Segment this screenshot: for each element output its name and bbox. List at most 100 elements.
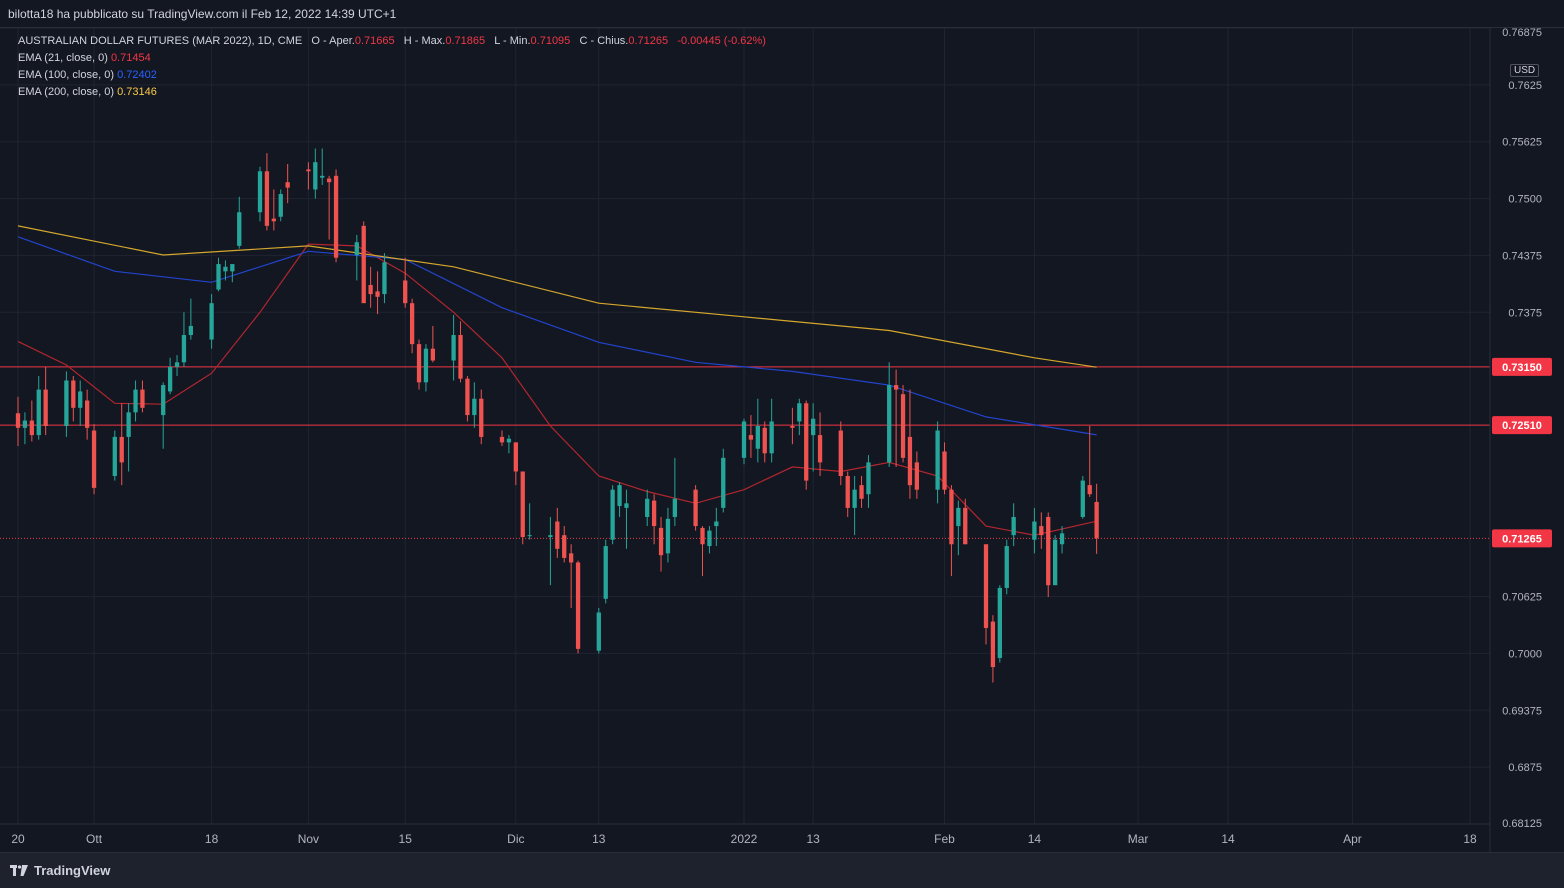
ema100-label: EMA (100, close, 0) <box>18 69 114 81</box>
candle-body <box>465 378 470 416</box>
candle-body <box>313 162 318 190</box>
candle-body <box>769 421 774 454</box>
price-tick-label: 0.7375 <box>1508 307 1542 319</box>
chart-frame[interactable]: 0.7625 0.75625 0.7500 0.74375 0.7375 0.70625 0… <box>0 27 1564 852</box>
ema200-legend[interactable]: EMA (200, close, 0) 0.73146 <box>18 86 157 98</box>
candle-body <box>451 335 456 361</box>
ema200-label: EMA (200, close, 0) <box>18 86 114 98</box>
change-value: -0.00445 (-0.62%) <box>677 35 766 47</box>
candle-body <box>181 335 187 363</box>
candle-body <box>956 507 961 527</box>
price-badge-label: 0.72510 <box>1502 420 1542 432</box>
candle-body <box>963 507 968 545</box>
candle-body <box>714 521 719 527</box>
candle-body <box>382 262 387 295</box>
candle-body <box>990 621 996 668</box>
candle-body <box>707 530 712 547</box>
candle-body <box>133 389 138 413</box>
candle-body <box>209 303 214 340</box>
candle-body <box>506 438 512 443</box>
price-badge-label: 0.73150 <box>1502 362 1542 374</box>
candlestick-chart[interactable]: 0.7625 0.75625 0.7500 0.74375 0.7375 0.70625 0… <box>0 27 1564 852</box>
open-label: O - Aper. <box>311 35 355 47</box>
candles-layer <box>15 148 1099 683</box>
publisher-text: bilotta18 ha pubblicato su TradingView.c… <box>8 7 397 21</box>
candle-body <box>603 546 608 599</box>
candle-body <box>472 398 477 416</box>
candle-body <box>693 489 698 527</box>
high-value: 0.71865 <box>445 35 486 47</box>
candle-body <box>230 264 235 272</box>
price-badge <box>1492 357 1552 376</box>
candle-body <box>852 489 857 508</box>
ema-layer <box>17 225 1097 536</box>
candle-body <box>237 212 242 246</box>
time-tick-label: Mar <box>1128 832 1149 846</box>
candle-body <box>1094 501 1099 539</box>
candle-body <box>555 521 560 549</box>
candle-body <box>22 420 28 428</box>
candle-body <box>907 436 913 486</box>
candle-body <box>257 171 263 213</box>
price-tick-label: 0.75625 <box>1502 137 1542 149</box>
time-tick-label: 13 <box>592 832 606 846</box>
time-tick-label: 18 <box>1463 832 1477 846</box>
candle-body <box>403 280 408 304</box>
candle-body <box>755 426 760 449</box>
candle-body <box>700 527 705 545</box>
price-tick-label: 0.7000 <box>1508 648 1542 660</box>
candle-body <box>1011 516 1016 536</box>
candle-body <box>721 457 726 508</box>
candle-body <box>1087 485 1092 495</box>
candle-body <box>1046 516 1051 586</box>
tradingview-logo-text: TradingView <box>34 863 111 878</box>
time-tick-label: Ott <box>86 832 103 846</box>
time-axis[interactable]: 20 Ott 18 Nov 15 Dic 13 2022 13 Feb 14 Mar 14 Apr 18 <box>11 832 1477 846</box>
candle-body <box>817 435 823 463</box>
candle-body <box>790 426 795 428</box>
candle-body <box>91 430 97 488</box>
candle-body <box>838 430 843 477</box>
candle-body <box>887 385 892 463</box>
ema21-legend[interactable]: EMA (21, close, 0) 0.71454 <box>18 52 151 64</box>
currency-badge[interactable]: USD <box>1510 64 1540 77</box>
low-value: 0.71095 <box>530 35 571 47</box>
candle-body <box>672 498 678 517</box>
price-tick-label-bottom: 0.68125 <box>1502 818 1542 830</box>
candle-body <box>423 348 429 383</box>
ema100-legend[interactable]: EMA (100, close, 0) 0.72402 <box>18 69 157 81</box>
candle-body <box>900 394 906 458</box>
candle-body <box>983 544 989 628</box>
price-axis[interactable]: 0.7625 0.75625 0.7500 0.74375 0.7375 0.70625 0… <box>1502 27 1542 830</box>
candle-body <box>119 436 124 463</box>
time-tick-label: 14 <box>1221 832 1235 846</box>
tradingview-logo[interactable]: TradingView <box>10 863 110 878</box>
ema-line <box>17 236 1097 436</box>
ema100-value: 0.72402 <box>117 69 157 81</box>
candle-body <box>520 471 525 537</box>
price-badge <box>1492 416 1552 435</box>
ema-line <box>17 225 1097 368</box>
candle-body <box>651 500 657 527</box>
candle-body <box>596 612 601 651</box>
candle-body <box>527 535 532 537</box>
candle-body <box>167 366 173 392</box>
candle-body <box>1052 539 1058 586</box>
candle-body <box>810 418 816 436</box>
ema-line <box>17 243 1097 536</box>
candle-body <box>942 451 947 490</box>
candle-body <box>264 171 270 226</box>
candle-body <box>804 403 809 481</box>
candle-body <box>935 430 940 490</box>
time-tick-label: 15 <box>399 832 413 846</box>
candle-body <box>499 436 505 443</box>
candle-body <box>64 380 69 426</box>
candle-body <box>126 412 131 437</box>
candle-body <box>416 344 422 383</box>
candle-body <box>326 178 332 183</box>
candle-body <box>285 182 290 188</box>
ema200-value: 0.73146 <box>117 86 157 98</box>
time-tick-label: Dic <box>507 832 524 846</box>
candle-body <box>368 284 373 295</box>
